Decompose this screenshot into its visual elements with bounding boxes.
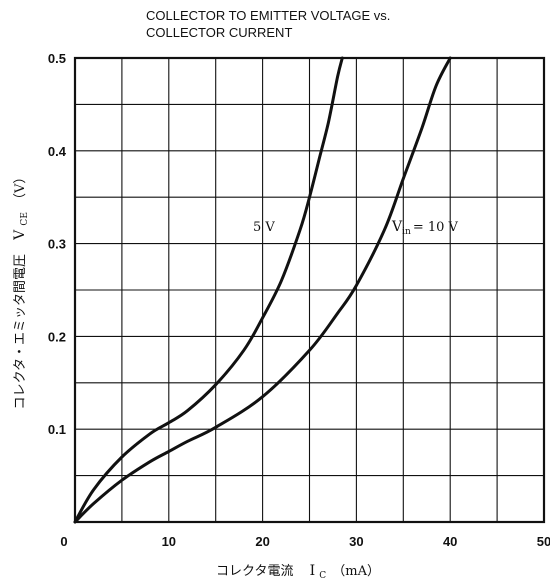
chart-title-line-2: COLLECTOR CURRENT (146, 25, 292, 40)
x-axis-unit: （mA） (332, 564, 380, 579)
series-label-vin-10v: Vin = 10 V (391, 219, 459, 237)
y-axis-label-text: コレクタ・エミッタ間電圧 (13, 254, 28, 409)
y-axis-label: コレクタ・エミッタ間電圧 V CE （V） (12, 171, 31, 410)
y-tick-label: 0.5 (48, 51, 66, 66)
x-tick-labels: 10 20 30 40 50 0 (60, 534, 550, 549)
series-line-2 (73, 56, 452, 524)
y-tick-label: 0.4 (48, 144, 67, 159)
y-axis-symbol: V (12, 229, 28, 241)
y-tick-label: 0.1 (48, 422, 66, 437)
series-label-5v: 5 V (253, 220, 275, 235)
curves (73, 56, 452, 524)
x-tick-label: 30 (349, 534, 363, 549)
plot-frame (73, 56, 546, 524)
x-axis-symbol: I (310, 563, 316, 579)
x-tick-label: 20 (255, 534, 269, 549)
minor-grid (75, 58, 544, 522)
series-label-symbol-sub: in (402, 227, 411, 237)
x-axis-symbol-sub: C (319, 571, 326, 581)
series-line-1 (73, 56, 344, 524)
curve-labels: 5 V Vin = 10 V (253, 219, 459, 237)
major-grid (75, 58, 544, 522)
series-label-symbol: V (391, 219, 403, 235)
x-tick-label: 0 (60, 534, 67, 549)
series-label-rest: = 10 V (413, 220, 459, 235)
chart-title-line-1: COLLECTOR TO EMITTER VOLTAGE vs. (146, 8, 390, 23)
y-axis-unit: （V） (13, 171, 28, 206)
x-tick-label: 40 (443, 534, 457, 549)
y-tick-labels: 0.1 0.2 0.3 0.4 0.5 (48, 51, 67, 437)
x-axis-label-text: コレクタ電流 (216, 564, 293, 579)
y-tick-label: 0.3 (48, 237, 66, 252)
y-axis-symbol-sub: CE (20, 212, 30, 225)
y-tick-label: 0.2 (48, 329, 66, 344)
x-tick-label: 10 (162, 534, 176, 549)
x-tick-label: 50 (537, 534, 550, 549)
x-axis-label: コレクタ電流 I C （mA） (216, 563, 380, 582)
